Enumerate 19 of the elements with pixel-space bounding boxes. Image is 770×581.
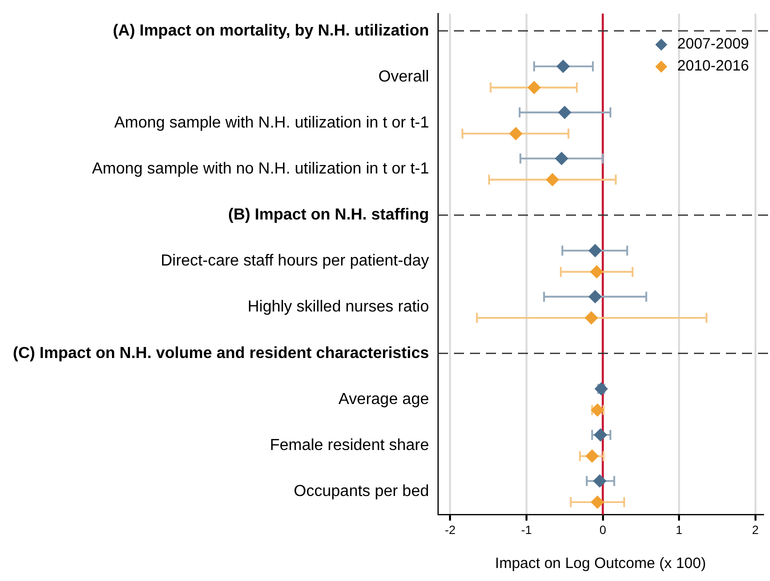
x-tick-label: -1 bbox=[521, 523, 532, 538]
x-tick-label: 2 bbox=[752, 523, 760, 538]
legend-label: 2007-2009 bbox=[677, 36, 749, 53]
y-tick-label: (C) Impact on N.H. volume and resident characteristics bbox=[12, 344, 430, 362]
x-tick-label: 1 bbox=[676, 523, 683, 538]
y-tick-label: Overall bbox=[378, 68, 429, 86]
x-axis-title: Impact on Log Outcome (x 100) bbox=[495, 555, 706, 572]
y-tick-label: Occupants per bed bbox=[294, 482, 429, 500]
y-tick-label: Among sample with N.H. utilization in t or t-1 bbox=[114, 114, 430, 132]
y-tick-label: Female resident share bbox=[270, 436, 430, 454]
y-tick-label: (B) Impact on N.H. staffing bbox=[228, 206, 429, 224]
legend-label: 2010-2016 bbox=[677, 58, 749, 75]
y-tick-label: (A) Impact on mortality, by N.H. utilization bbox=[112, 22, 429, 40]
y-tick-label: Direct-care staff hours per patient-day bbox=[160, 252, 429, 270]
x-tick-label: -2 bbox=[444, 523, 456, 538]
y-tick-label: Among sample with no N.H. utilization in t or t-1 bbox=[92, 160, 430, 178]
y-tick-label: Average age bbox=[338, 390, 430, 408]
x-tick-label: 0 bbox=[599, 523, 606, 538]
y-tick-label: Highly skilled nurses ratio bbox=[248, 298, 430, 316]
